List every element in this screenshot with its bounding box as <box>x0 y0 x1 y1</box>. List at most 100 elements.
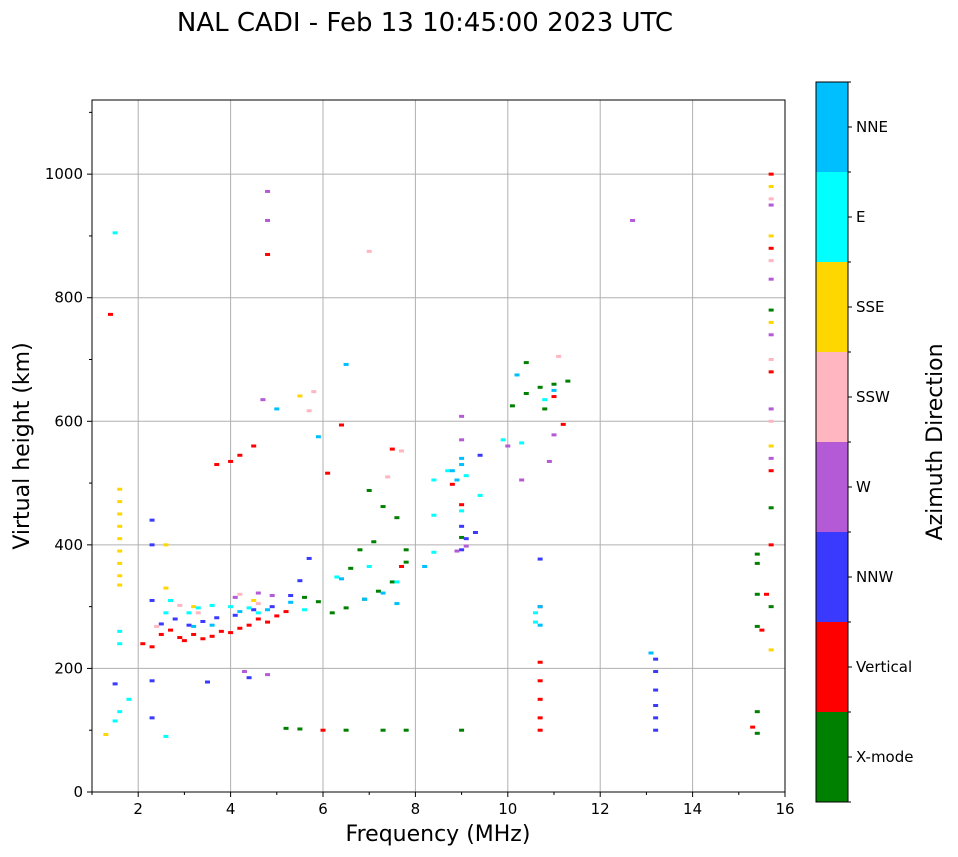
data-point <box>117 524 123 528</box>
y-tick-label: 800 <box>54 289 83 307</box>
data-point <box>117 549 123 553</box>
data-point <box>232 595 238 599</box>
data-point <box>163 734 169 738</box>
colorbar-label: Azimuth Direction <box>923 343 948 540</box>
data-point <box>459 503 465 507</box>
colorbar-category-label: E <box>856 208 865 226</box>
data-point <box>117 629 123 633</box>
data-point <box>200 619 206 623</box>
data-point <box>389 580 395 584</box>
data-point <box>477 453 483 457</box>
data-point <box>265 620 271 624</box>
x-tick-label: 8 <box>411 800 421 818</box>
data-point <box>154 624 160 628</box>
data-point <box>168 628 174 632</box>
y-tick-label: 600 <box>54 412 83 430</box>
data-point <box>343 362 349 366</box>
data-point <box>477 493 483 497</box>
y-tick-label: 400 <box>54 536 83 554</box>
colorbar: X-mode Vertical NNW W SSW SSE E NNE <box>815 81 913 803</box>
data-point <box>209 634 215 638</box>
data-point <box>754 710 760 714</box>
data-point <box>459 524 465 528</box>
data-point <box>306 556 312 560</box>
data-point <box>768 543 774 547</box>
data-point <box>246 606 252 610</box>
data-point <box>343 606 349 610</box>
colorbar-category-label: Vertical <box>856 658 912 676</box>
data-point <box>251 608 257 612</box>
plot-frame <box>91 99 786 793</box>
data-point <box>297 727 303 731</box>
series-sse <box>103 185 774 737</box>
data-point <box>195 606 201 610</box>
data-point <box>459 535 465 539</box>
data-point <box>158 632 164 636</box>
data-point <box>551 388 557 392</box>
x-tick-label: 2 <box>133 800 143 818</box>
data-point <box>302 595 308 599</box>
data-point <box>454 478 460 482</box>
data-point <box>251 444 257 448</box>
data-point <box>653 704 659 707</box>
series-x-mode <box>283 308 774 735</box>
data-point <box>200 637 206 641</box>
data-point <box>117 574 123 578</box>
data-point <box>754 561 760 565</box>
data-point <box>399 449 405 453</box>
data-point <box>537 728 543 732</box>
data-point <box>431 550 437 554</box>
data-point <box>371 540 377 544</box>
data-point <box>445 469 451 473</box>
data-point <box>537 385 543 389</box>
data-point <box>551 433 557 437</box>
data-point <box>366 249 372 253</box>
data-point <box>149 543 155 547</box>
data-point <box>653 716 659 720</box>
data-point <box>768 197 774 201</box>
y-axis-ticks: 0 200 400 600 800 1000 <box>45 111 92 801</box>
x-tick-label: 6 <box>318 800 328 818</box>
x-axis-ticks: 2 4 6 8 10 12 14 16 <box>91 792 795 818</box>
series-vertical <box>107 172 774 732</box>
data-point <box>759 628 765 632</box>
data-point <box>754 624 760 628</box>
data-point <box>768 444 774 448</box>
data-point <box>565 379 571 383</box>
data-point <box>768 648 774 652</box>
data-point <box>768 277 774 281</box>
data-point <box>454 549 460 553</box>
data-point <box>768 203 774 207</box>
data-point <box>205 680 210 684</box>
data-point <box>768 370 774 374</box>
data-point <box>126 697 132 701</box>
data-point <box>403 548 409 552</box>
data-point <box>768 246 774 250</box>
data-point <box>403 728 409 732</box>
data-point <box>191 605 197 609</box>
data-point <box>523 391 529 395</box>
data-point <box>556 354 562 358</box>
colorbar-category-label: NNW <box>856 568 893 586</box>
colorbar-swatch <box>816 532 848 622</box>
data-point <box>768 605 774 609</box>
data-point <box>500 438 506 442</box>
data-point <box>237 626 243 630</box>
chart-title: NAL CADI - Feb 13 10:45:00 2023 UTC <box>177 8 673 38</box>
data-point <box>117 500 123 504</box>
x-tick-label: 14 <box>683 800 702 818</box>
x-tick-label: 4 <box>226 800 236 818</box>
data-point <box>459 728 465 732</box>
data-point <box>768 185 774 188</box>
data-point <box>149 598 155 602</box>
data-point <box>472 531 478 534</box>
data-point <box>768 320 774 324</box>
data-point <box>325 471 331 475</box>
data-point <box>768 308 774 312</box>
x-tick-label: 12 <box>591 800 610 818</box>
data-point <box>228 459 234 463</box>
colorbar-swatch <box>816 82 848 172</box>
data-point <box>315 435 321 439</box>
data-point <box>537 716 543 720</box>
data-point <box>768 172 774 176</box>
